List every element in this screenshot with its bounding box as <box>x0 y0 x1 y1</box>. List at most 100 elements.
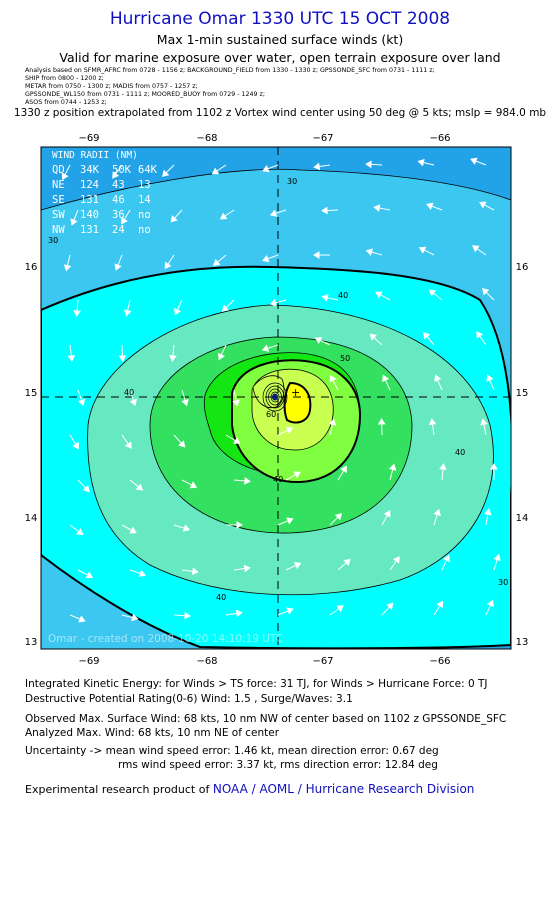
wind-radii-cell: SW <box>52 209 65 221</box>
hrd-link[interactable]: NOAA / AOML / Hurricane Research Divisio… <box>212 782 475 796</box>
wind-radii-cell: NE <box>52 179 65 191</box>
wind-vector-head <box>313 251 320 259</box>
lon-tick-label: −67 <box>312 133 333 144</box>
wind-vector-head <box>135 483 144 491</box>
analysis-sources: Analysis based on SFMR_AFRC from 0728 - … <box>25 67 435 107</box>
credit-line: Experimental research product of NOAA / … <box>25 782 474 796</box>
wind-vector-head <box>336 605 344 613</box>
wind-vector-head <box>386 602 394 610</box>
wind-radii-cell: SE <box>52 194 65 206</box>
wind-vector-head <box>314 336 323 345</box>
wind-vector-head <box>235 609 243 618</box>
wind-vector-head <box>72 441 79 450</box>
wind-vector-head <box>269 298 277 307</box>
wind-vector-head <box>472 245 480 253</box>
wind-vector-head <box>121 217 128 225</box>
wind-radii-cell: 124 <box>80 179 99 191</box>
wind-vector-head <box>426 202 434 210</box>
wind-vector-head <box>118 355 127 362</box>
wind-radii-cell: 140 <box>80 209 99 221</box>
analysis-line: SHIP from 0800 - 1200 z; <box>25 75 104 82</box>
wind-vector-head <box>269 209 278 217</box>
contour-label: 40 <box>455 448 465 457</box>
wind-vector-head <box>375 291 383 299</box>
wind-vector-head <box>436 600 444 609</box>
wind-vector-head <box>82 484 90 493</box>
wind-vector-head <box>329 374 337 383</box>
wind-vector-head <box>293 471 301 479</box>
wind-vector-head <box>365 160 372 169</box>
wind-68kt-region <box>283 381 312 424</box>
wind-vector-head <box>70 218 78 226</box>
wind-vector-head <box>184 611 191 620</box>
wind-vector-head <box>476 331 484 339</box>
wind-vector-head <box>365 248 373 256</box>
wind-vector-head <box>189 481 198 489</box>
lon-tick-label: −68 <box>196 656 217 667</box>
wind-vector-head <box>383 510 391 518</box>
wind-vector-head <box>217 352 225 361</box>
wind-vector-head <box>67 354 76 362</box>
wind-radii-cell: 34K <box>80 164 100 176</box>
wind-vector-head <box>382 374 390 383</box>
wind-radii-cell: 24 <box>112 224 125 236</box>
wind-vector-head <box>483 508 492 516</box>
page-title: Hurricane Omar 1330 UTC 15 OCT 2008 <box>109 9 451 29</box>
contour-label: 40 <box>124 388 134 397</box>
wind-vector-head <box>388 463 397 471</box>
lat-tick-label: 14 <box>25 513 38 524</box>
wind-vector-head <box>479 201 487 209</box>
wind-radii-cell: 14 <box>138 194 151 206</box>
analyzed-max-wind: Analyzed Max. Wind: 68 kts, 10 nm NE of … <box>25 727 280 739</box>
wind-vector-head <box>392 556 400 564</box>
wind-radii-cell: 131 <box>80 194 99 206</box>
contour-label: 30 <box>498 578 508 587</box>
wind-vector-head <box>164 261 172 270</box>
analysis-line: METAR from 0750 - 1300 z; MADIS from 075… <box>25 83 198 90</box>
wind-radii-title: WIND RADII (NM) <box>52 150 138 161</box>
contour-label: 60 <box>266 410 276 419</box>
wind-vector-head <box>423 331 431 340</box>
wind-radii-cell: no <box>138 209 151 221</box>
wind-vector-head <box>377 418 386 425</box>
lon-tick-label: −67 <box>312 656 333 667</box>
wind-vector-head <box>182 524 191 532</box>
contour-label: 50 <box>340 354 350 363</box>
contour-label: 40 <box>216 593 226 602</box>
wind-vector-head <box>76 528 84 536</box>
wind-vectors <box>61 157 501 623</box>
wind-vector-head <box>63 264 72 272</box>
subtitle-winds: Max 1-min sustained surface winds (kt) <box>156 32 404 47</box>
contour-label: 40 <box>273 475 283 484</box>
wind-vector-head <box>321 206 328 215</box>
credit-prefix: Experimental research product of <box>25 783 213 796</box>
wind-vector-head <box>340 465 347 474</box>
lon-tick-label: −69 <box>78 133 99 144</box>
wind-vector-head <box>85 571 94 579</box>
position-note: 1330 z position extrapolated from 1102 z… <box>13 107 547 119</box>
wind-radii-cell: 36 <box>112 209 125 221</box>
subtitle-exposure: Valid for marine exposure over water, op… <box>59 50 501 65</box>
wind-vector-head <box>114 263 122 271</box>
wind-radii-cell: QD <box>52 164 65 176</box>
wind-vector-head <box>213 258 221 266</box>
lon-tick-label: −68 <box>196 133 217 144</box>
wind-vector-head <box>181 398 189 407</box>
wind-vector-head <box>174 307 182 316</box>
uncertainty-rms: rms wind speed error: 3.37 kt, rms direc… <box>118 759 438 771</box>
wind-vector-head <box>313 162 321 171</box>
wind-vector-head <box>418 246 427 254</box>
wind-vector-head <box>191 567 199 576</box>
wind-vector-head <box>219 212 228 220</box>
wind-vector-head <box>286 607 294 615</box>
wind-vector-head <box>286 517 294 525</box>
lat-tick-label: 13 <box>516 637 529 648</box>
wind-vector-head <box>328 418 337 426</box>
wind-vector-head <box>417 158 425 167</box>
wind-vector-head <box>486 599 494 608</box>
wind-vector-head <box>221 304 230 312</box>
wind-radii-cell: 131 <box>80 224 99 236</box>
uncertainty-mean: Uncertainty -> mean wind speed error: 1.… <box>25 745 439 757</box>
wind-vector-head <box>493 553 501 562</box>
contour-label: 30 <box>287 177 297 186</box>
